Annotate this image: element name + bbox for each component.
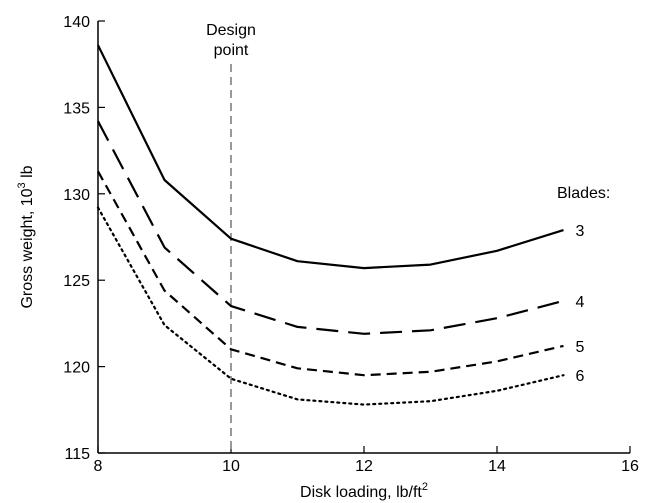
x-axis-label: Disk loading, lb/ft2 [300,481,428,501]
x-tick-label: 14 [488,458,506,475]
series-label-5: 5 [576,339,585,356]
y-tick-label: 130 [63,187,90,204]
y-tick-label: 115 [64,446,90,463]
y-tick-label: 140 [63,14,90,31]
y-axis-label: Gross weight, 103 lb [16,165,36,308]
plot-area: 3 4 5 6 [98,45,585,453]
y-tick-label: 120 [63,360,90,377]
series-line-5 [98,171,564,375]
series-line-3 [98,45,564,268]
x-tick-label: 10 [222,458,240,475]
legend-title: Blades: [557,185,610,202]
x-tick-label: 12 [355,458,373,475]
design-point-label-line1: Design [206,22,256,39]
axes: 8 10 12 14 16 115 120 125 130 135 140 [63,14,639,475]
series-line-6 [98,208,564,405]
series-label-4: 4 [576,294,585,311]
series-label-6: 6 [576,368,585,385]
x-tick-label: 16 [621,458,639,475]
x-tick-label: 8 [94,458,103,475]
y-tick-label: 125 [63,273,90,290]
series-line-4 [98,121,564,334]
y-tick-label: 135 [63,100,90,117]
series-label-3: 3 [576,223,585,240]
design-point-label-line2: point [214,42,249,59]
